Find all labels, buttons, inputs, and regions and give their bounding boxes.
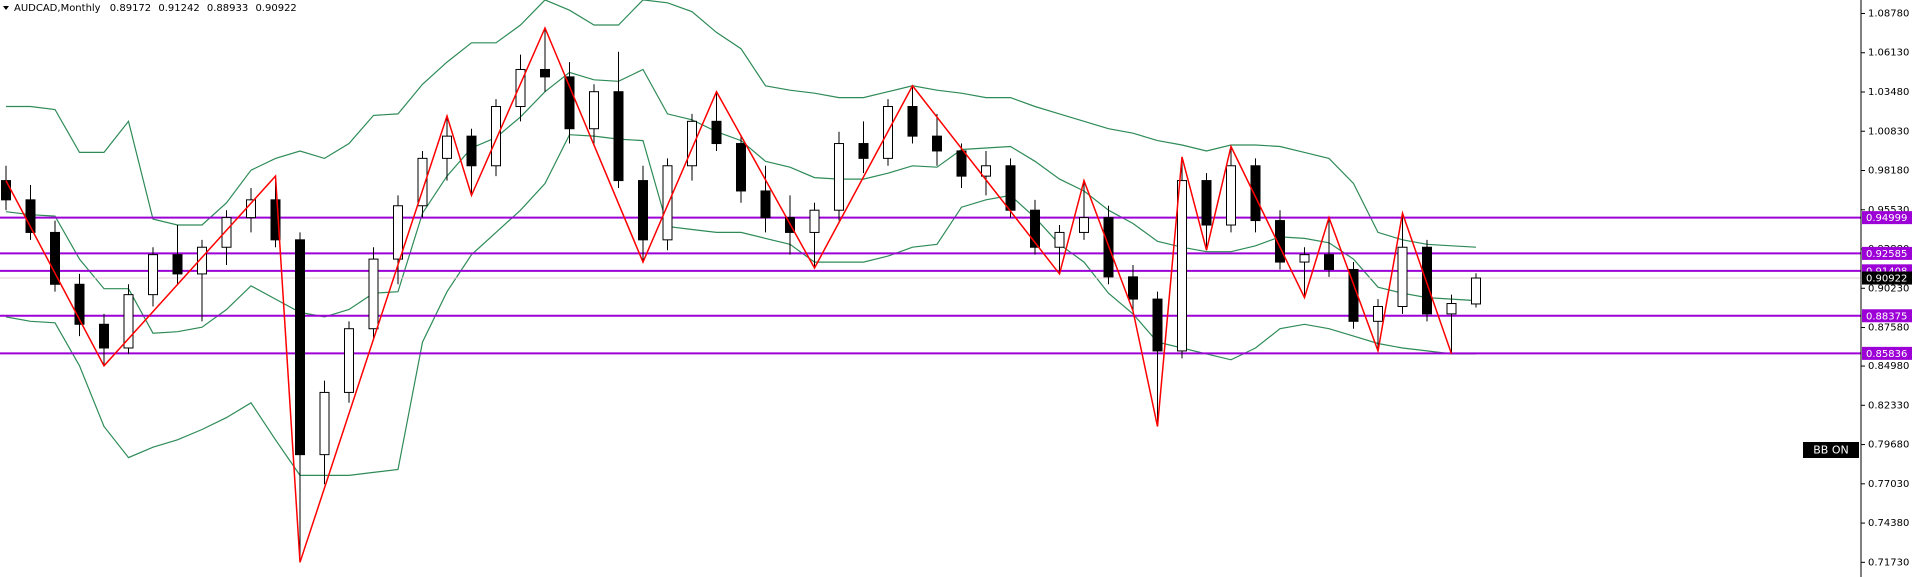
candle-body	[221, 217, 232, 248]
level-label: 0.88375	[1866, 311, 1907, 322]
level-label-box	[1862, 309, 1912, 323]
candle-body	[1005, 165, 1016, 211]
y-tick-label: 0.95530	[1868, 205, 1909, 216]
high-value: 0.91242	[158, 3, 199, 14]
candle-body	[172, 254, 183, 275]
candle-body	[1201, 180, 1212, 226]
candle-body	[491, 106, 501, 167]
candle-body	[760, 190, 771, 219]
symbol: AUDCAD,Monthly	[14, 3, 101, 14]
candle-body	[270, 199, 281, 241]
candle-body	[1226, 165, 1236, 226]
candle-body	[1373, 305, 1383, 322]
close-value: 0.90922	[255, 3, 296, 14]
candle-body	[858, 143, 869, 159]
level-label-box	[1862, 346, 1912, 360]
low-value: 0.88933	[207, 3, 248, 14]
candle-body	[442, 135, 452, 159]
candle-body	[1446, 303, 1457, 315]
candle-body	[589, 91, 599, 130]
candle-body	[1397, 246, 1408, 307]
badge-box	[1803, 442, 1859, 458]
candle-body	[1054, 231, 1065, 248]
candle-body	[1299, 254, 1310, 263]
candle-body	[1422, 246, 1432, 315]
candle-body	[711, 120, 722, 145]
candle-body	[1177, 180, 1187, 352]
candle-body	[1324, 254, 1334, 270]
y-tick-label: 0.77030	[1868, 479, 1909, 490]
price-axis: 1.08780 1.06130 1.03480 1.00830 0.98180 0.955…	[1861, 8, 1912, 568]
candle-body	[1, 180, 11, 201]
plot-area	[0, 0, 1861, 563]
y-tick-label: 0.98180	[1868, 166, 1909, 177]
zigzag	[5, 26, 1453, 563]
candle-body	[148, 254, 158, 296]
y-tick-label: 1.03480	[1868, 87, 1909, 98]
candle-body	[197, 246, 207, 275]
candle-body	[1030, 209, 1040, 248]
candle-body	[1471, 277, 1481, 305]
candle-body	[466, 135, 477, 167]
candle-body	[809, 209, 820, 233]
indicator-badge: BB ON	[1813, 444, 1848, 457]
y-tick-label: 0.87580	[1868, 323, 1909, 334]
candle-body	[932, 135, 942, 152]
candle-body	[1079, 217, 1089, 233]
candle-body	[540, 68, 550, 78]
candle-body	[344, 328, 354, 393]
menu-triangle[interactable]	[3, 6, 9, 10]
candle-body	[736, 143, 746, 192]
candle-body	[907, 106, 918, 137]
candle-body	[74, 283, 85, 325]
y-tick-label: 0.79680	[1868, 440, 1909, 451]
candle-body	[662, 165, 673, 241]
bid-label-box	[1862, 271, 1912, 285]
bid-label: 0.90922	[1866, 274, 1907, 285]
candle-body	[1250, 165, 1261, 222]
candle-body	[1275, 220, 1285, 263]
level-label: 0.92585	[1866, 249, 1907, 260]
candle-body	[1152, 298, 1163, 352]
candle-body	[834, 143, 844, 211]
candle-body	[515, 68, 526, 108]
open-value: 0.89172	[110, 3, 151, 14]
candle-body	[564, 76, 575, 130]
candle-body	[638, 180, 648, 241]
candle-body	[295, 239, 305, 456]
candle-body	[50, 231, 60, 285]
candle-body	[687, 120, 697, 167]
candle-body	[613, 91, 624, 182]
chart-header: AUDCAD,Monthly 0.89172 0.91242 0.88933 0…	[14, 3, 297, 14]
y-tick-label: 1.00830	[1868, 126, 1909, 137]
candle-body	[319, 391, 330, 456]
candle-body	[123, 294, 134, 349]
candle-body	[1128, 276, 1138, 300]
level-label: 0.94999	[1866, 213, 1907, 224]
y-tick-label: 1.08780	[1868, 8, 1909, 19]
candle-body	[981, 165, 991, 177]
level-label: 0.85836	[1866, 349, 1907, 360]
y-tick-label: 0.84980	[1868, 361, 1909, 372]
y-tick-label: 0.82330	[1868, 400, 1909, 411]
candle-body	[956, 150, 967, 177]
y-tick-label: 0.74380	[1868, 518, 1909, 529]
candle-body	[417, 157, 428, 207]
level-label-box	[1862, 246, 1912, 260]
candle-body	[25, 199, 36, 233]
y-tick-label: 1.06130	[1868, 48, 1909, 59]
bollinger-lower	[5, 134, 1476, 476]
candle-body	[368, 258, 379, 330]
candle-body	[99, 323, 109, 349]
y-tick-label: 0.71730	[1868, 557, 1909, 568]
level-label-box	[1862, 211, 1912, 225]
candle-body	[393, 205, 403, 260]
y-tick-label: 0.90230	[1868, 283, 1909, 294]
